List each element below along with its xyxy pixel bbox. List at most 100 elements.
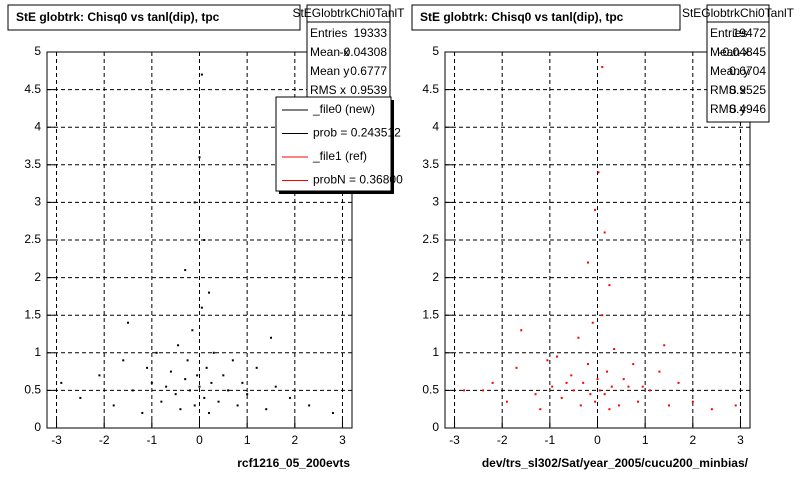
point <box>601 314 604 317</box>
point <box>572 389 575 392</box>
stats-box <box>306 4 391 104</box>
x-tick-label: -1 <box>545 433 556 447</box>
point <box>184 378 187 381</box>
stats-value: 0.9539 <box>350 83 387 97</box>
y-tick-label: 3 <box>34 195 41 209</box>
point <box>122 359 125 362</box>
y-tick-label: 3.5 <box>24 157 41 171</box>
stats-value: 0.6777 <box>350 64 387 78</box>
point <box>632 363 635 366</box>
stats-label: RMS y <box>710 102 746 116</box>
point <box>198 156 201 159</box>
y-tick-label: 3.5 <box>422 157 439 171</box>
point <box>165 385 168 388</box>
x-tick-label: 2 <box>291 433 298 447</box>
y-tick-label: 0 <box>34 420 41 434</box>
title-box <box>7 4 301 31</box>
x-tick-label: 0 <box>594 433 601 447</box>
y-tick-label: 3 <box>432 195 439 209</box>
point <box>586 363 589 366</box>
y-tick-label: 4.5 <box>422 82 439 96</box>
stats-title: StEGlobtrkChi0TanlT <box>682 6 795 20</box>
stats-label: Entries <box>310 26 347 40</box>
point <box>331 411 334 414</box>
point <box>186 359 189 362</box>
point <box>606 370 609 373</box>
point <box>60 381 63 384</box>
legend-label: prob = 0.243512 <box>313 126 401 140</box>
stats-title: StEGlobtrkChi0TanlT <box>292 6 405 20</box>
point <box>98 374 101 377</box>
point <box>577 336 580 339</box>
y-tick-label: 1.5 <box>422 307 439 321</box>
point <box>146 366 149 369</box>
point <box>177 344 180 347</box>
point <box>241 381 244 384</box>
point <box>184 269 187 272</box>
y-tick-label: 5 <box>34 44 41 58</box>
y-tick-label: 2.5 <box>422 232 439 246</box>
point <box>160 400 163 403</box>
point <box>246 393 249 396</box>
point <box>155 351 158 354</box>
y-tick-label: 4.5 <box>24 82 41 96</box>
point <box>603 231 606 234</box>
point <box>198 385 201 388</box>
point <box>231 359 234 362</box>
point <box>200 73 203 76</box>
y-tick-label: 0 <box>432 420 439 434</box>
point <box>193 404 196 407</box>
point <box>596 378 599 381</box>
point <box>677 381 680 384</box>
legend <box>275 96 392 192</box>
point <box>141 411 144 414</box>
stats-value: 19472 <box>733 26 767 40</box>
point <box>594 208 597 211</box>
point <box>200 306 203 309</box>
point <box>603 393 606 396</box>
y-tick-label: 5 <box>432 44 439 58</box>
stats-value: 0.9525 <box>729 83 766 97</box>
point <box>169 370 172 373</box>
point <box>601 66 604 69</box>
point <box>591 321 594 324</box>
y-tick-label: 2 <box>432 270 439 284</box>
point <box>579 404 582 407</box>
x-tick-label: -2 <box>497 433 508 447</box>
point <box>289 396 292 399</box>
stats-label: Mean y <box>310 64 349 78</box>
point <box>560 396 563 399</box>
point <box>203 396 206 399</box>
point <box>482 389 485 392</box>
point <box>608 284 611 287</box>
point <box>594 400 597 403</box>
point <box>613 348 616 351</box>
point <box>546 359 549 362</box>
point <box>610 385 613 388</box>
stats-value: 0.4946 <box>729 102 766 116</box>
point <box>608 408 611 411</box>
point <box>597 171 600 174</box>
point <box>555 355 558 358</box>
x-tick-label: 0 <box>196 433 203 447</box>
point <box>174 393 177 396</box>
point <box>505 400 508 403</box>
stats-label: Mean x <box>710 45 749 59</box>
x-tick-label: 3 <box>737 433 744 447</box>
point <box>617 404 620 407</box>
y-tick-label: 2.5 <box>24 232 41 246</box>
chart-title: StE globtrk: Chisq0 vs tanl(dip), tpc <box>420 10 624 24</box>
point <box>208 411 211 414</box>
point <box>582 381 585 384</box>
y-tick-label: 0.5 <box>422 383 439 397</box>
y-tick-label: 0.5 <box>24 383 41 397</box>
stats-value: -0.04308 <box>340 45 388 59</box>
point <box>463 389 466 392</box>
point <box>622 378 625 381</box>
x-tick-label: -3 <box>51 433 62 447</box>
point <box>208 291 211 294</box>
x-axis-label: rcf1216_05_200evts <box>237 456 350 470</box>
point <box>265 408 268 411</box>
point <box>539 408 542 411</box>
